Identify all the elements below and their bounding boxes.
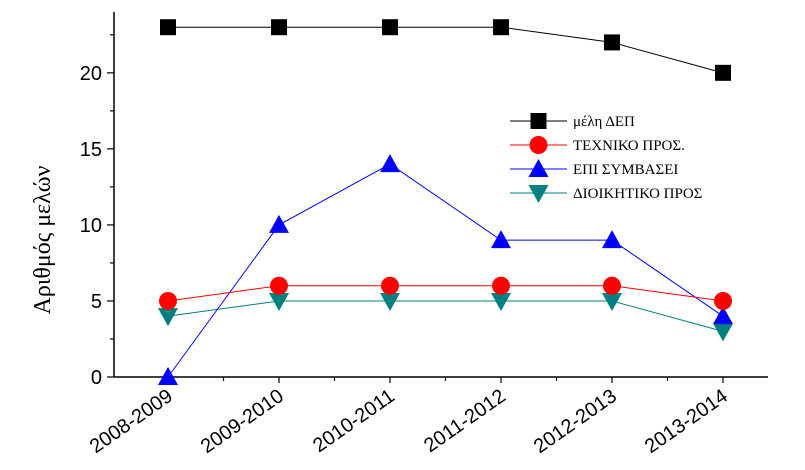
x-tick-label: 2011-2012 <box>420 385 510 457</box>
y-tick-label: 20 <box>80 63 102 85</box>
data-point <box>713 306 733 325</box>
x-tick-label: 2010-2011 <box>309 385 399 457</box>
series <box>160 19 731 81</box>
data-point <box>380 154 400 173</box>
data-point <box>159 291 177 310</box>
data-point <box>493 19 509 36</box>
data-point <box>491 230 511 249</box>
series-line <box>167 300 724 332</box>
x-tick-label: 2012-2013 <box>530 385 621 458</box>
legend-item: μέλη ΔΕΠ <box>510 113 635 130</box>
series-line <box>168 26 724 74</box>
data-point <box>158 308 178 327</box>
series-layer <box>158 19 733 385</box>
legend-label: μέλη ΔΕΠ <box>573 114 635 130</box>
legend-item: ΕΠΙ ΣΥΜΒΑΣΕΙ <box>510 159 678 178</box>
data-point <box>158 367 178 385</box>
data-point <box>160 19 176 36</box>
data-point <box>492 276 510 295</box>
legend-label: ΤΕΧΝΙΚΟ ΠΡΟΣ. <box>573 138 685 154</box>
data-point <box>603 276 621 295</box>
series <box>158 154 733 385</box>
data-point <box>271 19 287 36</box>
y-tick-label: 15 <box>80 139 102 161</box>
y-tick-label: 5 <box>91 291 102 313</box>
series <box>158 292 733 342</box>
legend-label: ΕΠΙ ΣΥΜΒΑΣΕΙ <box>573 162 678 178</box>
data-point <box>602 230 622 249</box>
data-point <box>269 292 289 311</box>
legend: μέλη ΔΕΠ ΤΕΧΝΙΚΟ ΠΡΟΣ. ΕΠΙ ΣΥΜΒΑΣΕΙ ΔΙΟΙΚΗΤ… <box>510 113 702 203</box>
data-point <box>491 292 511 311</box>
legend-item: ΔΙΟΙΚΗΤΙΚΟ ΠΡΟΣ <box>510 185 702 203</box>
axes: 0 5 10 15 20 2008-2009 2009-2010 2010-2011 2011-… <box>80 12 768 458</box>
series-line <box>167 285 724 302</box>
legend-marker <box>529 136 548 154</box>
data-point <box>380 292 400 311</box>
data-point <box>382 19 398 36</box>
series-line <box>167 163 724 378</box>
x-tick-label: 2013-2014 <box>641 385 732 458</box>
legend-marker <box>528 185 549 203</box>
legend-marker <box>528 159 549 177</box>
data-point <box>714 291 732 310</box>
y-tick-label: 10 <box>80 215 102 237</box>
data-point <box>270 276 288 295</box>
data-point <box>713 323 733 342</box>
series <box>159 276 732 310</box>
x-tick-label: 2008-2009 <box>86 385 177 458</box>
legend-item: ΤΕΧΝΙΚΟ ΠΡΟΣ. <box>510 136 685 154</box>
data-point <box>715 64 731 81</box>
data-point <box>602 292 622 311</box>
y-tick-label: 0 <box>91 367 102 389</box>
data-point <box>604 34 620 51</box>
x-tick-label: 2009-2010 <box>197 385 288 458</box>
data-point <box>381 276 399 295</box>
legend-marker <box>530 113 547 129</box>
y-axis-title: Αριθμός μελών <box>30 165 56 314</box>
data-point <box>269 214 289 233</box>
legend-label: ΔΙΟΙΚΗΤΙΚΟ ΠΡΟΣ <box>573 186 702 202</box>
